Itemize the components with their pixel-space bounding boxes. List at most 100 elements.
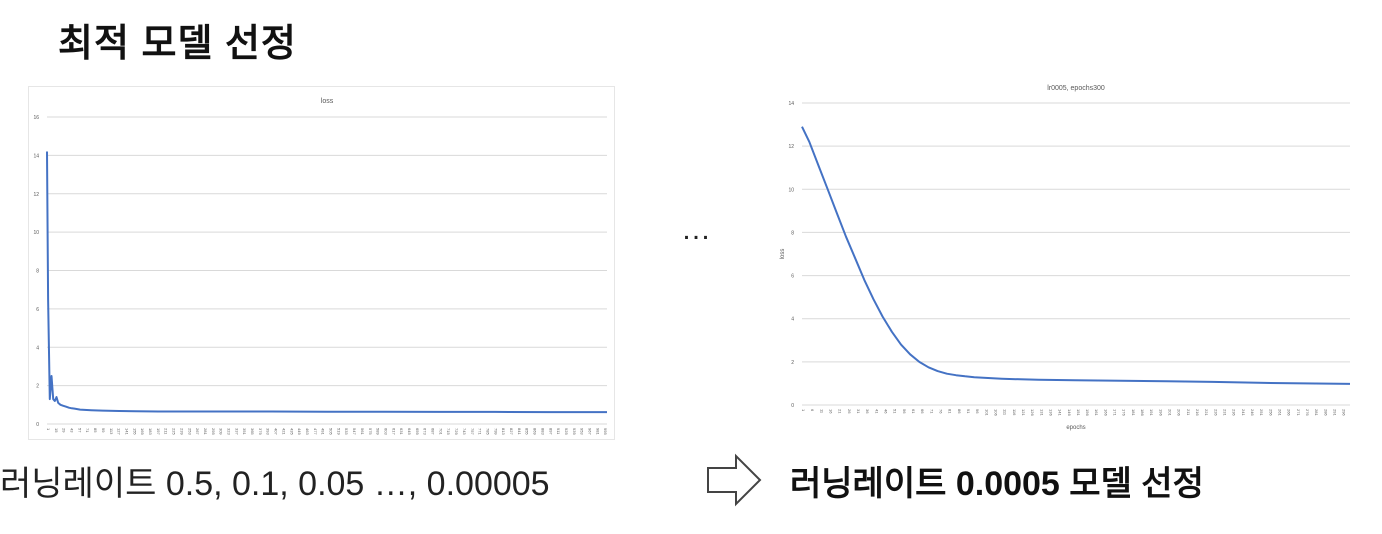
x-tick-label: 449 [297,428,302,435]
x-tick-label: 31 [856,409,861,414]
x-tick-label: 36 [865,409,870,414]
x-tick-label: 186 [1140,409,1145,416]
x-tick-label: 169 [140,428,145,435]
x-tick-label: 743 [462,428,467,435]
y-tick-label: 14 [33,153,39,159]
x-tick-label: 519 [336,428,341,435]
x-tick-label: 267 [195,428,200,435]
chart-title: lr0005, epochs300 [1047,85,1105,92]
x-tick-label: 21 [838,409,843,414]
x-tick-label: 176 [1122,409,1127,416]
x-tick-label: 136 [1048,409,1053,416]
x-tick-label: 121 [1021,409,1026,416]
x-tick-label: 46 [883,409,888,414]
x-tick-label: 271 [1296,409,1301,416]
y-tick-label: 0 [36,422,39,428]
y-tick-label: 8 [791,230,794,236]
x-tick-label: 995 [603,428,608,435]
x-tick-label: 86 [957,409,962,414]
x-tick-label: 197 [156,428,161,435]
x-tick-label: 266 [1287,409,1292,416]
x-tick-label: 196 [1158,409,1163,416]
caption-selected-model: 러닝레이트 0.0005 모델 선정 [790,465,1204,503]
x-tick-label: 603 [383,428,388,435]
x-tick-label: 813 [501,428,506,435]
ellipsis-text: … [681,213,711,246]
y-tick-label: 2 [36,384,39,390]
x-tick-label: 477 [313,428,318,435]
x-tick-label: 131 [1039,409,1044,416]
y-tick-label: 2 [791,360,794,366]
x-tick-label: 925 [564,428,569,435]
x-tick-label: 76 [938,409,943,414]
x-tick-label: 617 [391,428,396,435]
loss-chart-selected-lr: lr0005, epochs300 0 2 4 6 8 10 12 14 1 6 11 16 21 26 31… [770,78,1362,438]
x-tick-label: 156 [1085,409,1090,416]
x-tick-label: 715 [446,428,451,435]
x-tick-label: 491 [321,428,326,435]
x-tick-label: 463 [305,428,310,435]
x-tick-label: 379 [258,428,263,435]
x-tick-label: 141 [1058,409,1063,416]
x-tick-label: 71 [929,409,934,414]
x-tick-label: 141 [124,428,129,435]
x-tick-label: 231 [1223,409,1228,416]
page-title: 최적 모델 선정 [58,23,297,65]
x-tick-label: 246 [1250,409,1255,416]
x-tick-label: 953 [580,428,585,435]
x-tick-label: 6 [810,409,815,412]
x-tick-label: 151 [1076,409,1081,416]
x-tick-label: 239 [179,428,184,435]
x-tick-label: 221 [1204,409,1209,416]
x-tick-label: 183 [148,428,153,435]
x-tick-label: 16 [828,409,833,414]
x-tick-label: 687 [431,428,436,435]
x-tick-label: 799 [493,428,498,435]
y-tick-label: 4 [36,345,39,351]
x-tick-label: 659 [415,428,420,435]
x-tick-label: 286 [1323,409,1328,416]
y-tick-label: 6 [791,274,794,280]
x-tick-label: 981 [595,428,600,435]
x-tick-label: 757 [470,428,475,435]
x-tick-label: 281 [203,428,208,435]
x-tick-label: 841 [517,428,522,435]
series-line [801,126,1351,385]
x-tick-label: 29 [62,428,67,433]
caption-learning-rates: 러닝레이트 0.5, 0.1, 0.05 …, 0.00005 [0,465,550,503]
x-tick-label: 421 [281,428,286,435]
x-tick-label: 51 [893,409,898,414]
series-line [46,151,607,414]
x-tick-label: 146 [1067,409,1072,416]
loss-chart-all-lr: loss 0 2 4 6 8 10 12 14 16 1 15 29 43 57 71 85 99 113 127 14… [28,86,615,440]
x-tick-label: 256 [1268,409,1273,416]
x-tick-label: 241 [1241,409,1246,416]
x-tick-label: 855 [525,428,530,435]
x-tick-label: 113 [109,428,114,435]
x-tick-label: 127 [117,428,122,435]
y-tick-label: 6 [36,307,39,313]
x-tick-label: 827 [509,428,514,435]
x-tick-label: 66 [920,409,925,414]
x-tick-label: 41 [874,409,879,414]
y-tick-label: 10 [33,230,39,236]
x-axis-label: epochs [1066,425,1085,431]
x-tick-label: 393 [266,428,271,435]
x-tick-label: 939 [572,428,577,435]
x-tick-label: 236 [1232,409,1237,416]
x-tick-label: 785 [485,428,490,435]
x-tick-label: 81 [948,409,953,414]
x-tick-label: 869 [533,428,538,435]
x-tick-label: 106 [993,409,998,416]
x-tick-label: 701 [438,428,443,435]
x-tick-label: 561 [360,428,365,435]
x-tick-label: 57 [77,428,82,433]
x-tick-label: 111 [1003,409,1008,416]
x-tick-label: 211 [164,428,169,435]
x-tick-label: 897 [548,428,553,435]
x-tick-label: 15 [54,428,59,433]
x-tick-label: 61 [911,409,916,414]
x-tick-label: 206 [1177,409,1182,416]
x-tick-label: 26 [847,409,852,414]
